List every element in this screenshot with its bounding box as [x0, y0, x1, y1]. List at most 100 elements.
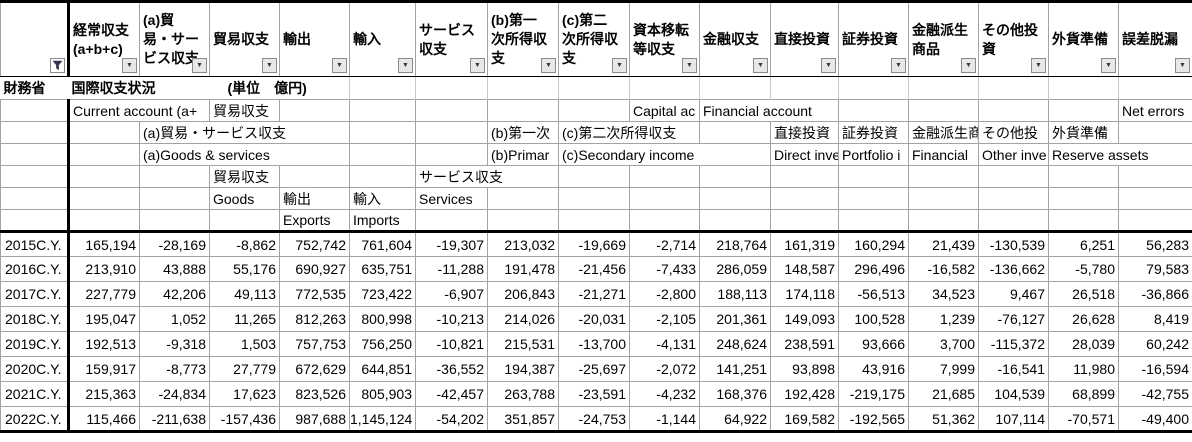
value-cell[interactable]: -19,307: [415, 230, 488, 257]
empty-cell[interactable]: [838, 99, 909, 122]
current-account-en-cell[interactable]: Current account (a+: [68, 99, 210, 122]
value-cell[interactable]: 188,113: [699, 281, 771, 307]
services-balance-header[interactable]: サービス 収支 ▼: [415, 0, 488, 77]
empty-cell[interactable]: [558, 209, 630, 233]
value-cell[interactable]: 635,751: [349, 256, 416, 282]
value-cell[interactable]: -56,513: [838, 281, 909, 307]
financial-derivatives-jp-cell[interactable]: 金融派生商: [908, 121, 979, 144]
empty-cell[interactable]: [487, 99, 559, 122]
year-cell[interactable]: 2019C.Y.: [0, 331, 70, 357]
value-cell[interactable]: -16,541: [978, 356, 1049, 382]
value-cell[interactable]: 215,531: [487, 331, 559, 357]
empty-cell[interactable]: [487, 76, 559, 100]
year-cell[interactable]: 2018C.Y.: [0, 306, 70, 332]
value-cell[interactable]: 213,910: [68, 256, 140, 282]
value-cell[interactable]: 60,242: [1118, 331, 1192, 357]
empty-cell[interactable]: [978, 165, 1049, 188]
value-cell[interactable]: -36,552: [415, 356, 488, 382]
empty-cell[interactable]: [908, 165, 979, 188]
direct-investment-en-cell[interactable]: Direct inve: [770, 143, 839, 166]
value-cell[interactable]: -24,753: [558, 406, 630, 433]
value-cell[interactable]: 26,518: [1048, 281, 1119, 307]
imports-jp-cell[interactable]: 輸入: [349, 187, 416, 210]
value-cell[interactable]: 51,362: [908, 406, 979, 433]
value-cell[interactable]: 1,503: [209, 331, 280, 357]
empty-cell[interactable]: [1048, 76, 1119, 100]
trade-balance-jp-cell[interactable]: 貿易収支: [209, 99, 280, 122]
value-cell[interactable]: -2,714: [629, 230, 700, 257]
empty-cell[interactable]: [770, 209, 839, 233]
filter-dropdown-button[interactable]: ▼: [1031, 58, 1046, 73]
year-cell[interactable]: 2022C.Y.: [0, 406, 70, 433]
value-cell[interactable]: 206,843: [487, 281, 559, 307]
value-cell[interactable]: -49,400: [1118, 406, 1192, 433]
value-cell[interactable]: -21,456: [558, 256, 630, 282]
value-cell[interactable]: 165,194: [68, 230, 140, 257]
value-cell[interactable]: 79,583: [1118, 256, 1192, 282]
value-cell[interactable]: 286,059: [699, 256, 771, 282]
value-cell[interactable]: 56,283: [1118, 230, 1192, 257]
year-cell[interactable]: 2017C.Y.: [0, 281, 70, 307]
value-cell[interactable]: 192,513: [68, 331, 140, 357]
empty-cell[interactable]: [699, 187, 771, 210]
value-cell[interactable]: -11,288: [415, 256, 488, 282]
value-cell[interactable]: 757,753: [279, 331, 350, 357]
value-cell[interactable]: 1,052: [139, 306, 210, 332]
reserve-assets-jp-cell[interactable]: 外貨準備: [1048, 121, 1119, 144]
other-investment-en-cell[interactable]: Other inve: [978, 143, 1049, 166]
filter-dropdown-button[interactable]: ▼: [961, 58, 976, 73]
empty-cell[interactable]: [415, 121, 488, 144]
value-cell[interactable]: -4,232: [629, 381, 700, 407]
empty-cell[interactable]: [1118, 165, 1192, 188]
value-cell[interactable]: 214,026: [487, 306, 559, 332]
empty-cell[interactable]: [0, 187, 70, 210]
empty-cell[interactable]: [699, 121, 771, 144]
year-cell[interactable]: 2020C.Y.: [0, 356, 70, 382]
value-cell[interactable]: 218,764: [699, 230, 771, 257]
value-cell[interactable]: 201,361: [699, 306, 771, 332]
value-cell[interactable]: 263,788: [487, 381, 559, 407]
secondary-income-header[interactable]: (c)第二 次所得収 支 ▼: [558, 0, 630, 77]
direct-investment-header[interactable]: 直接投資 ▼: [770, 0, 839, 77]
goods-services-en-cell[interactable]: (a)Goods & services: [139, 143, 350, 166]
value-cell[interactable]: 191,478: [487, 256, 559, 282]
value-cell[interactable]: -16,594: [1118, 356, 1192, 382]
trade-balance-header[interactable]: 貿易収支 ▼: [209, 0, 280, 77]
capital-account-en-cell[interactable]: Capital ac: [629, 99, 700, 122]
value-cell[interactable]: 149,093: [770, 306, 839, 332]
value-cell[interactable]: -16,582: [908, 256, 979, 282]
portfolio-investment-en-cell[interactable]: Portfolio i: [838, 143, 909, 166]
value-cell[interactable]: 42,206: [139, 281, 210, 307]
reserve-assets-en-cell[interactable]: Reserve assets: [1048, 143, 1192, 166]
value-cell[interactable]: 11,265: [209, 306, 280, 332]
empty-cell[interactable]: [68, 165, 140, 188]
filter-dropdown-button[interactable]: ▼: [753, 58, 768, 73]
value-cell[interactable]: 174,118: [770, 281, 839, 307]
value-cell[interactable]: -28,169: [139, 230, 210, 257]
primary-income-header[interactable]: (b)第一 次所得収 支 ▼: [487, 0, 559, 77]
value-cell[interactable]: 672,629: [279, 356, 350, 382]
value-cell[interactable]: 6,251: [1048, 230, 1119, 257]
sheet-title-cell[interactable]: 国際収支状況: [68, 76, 210, 100]
value-cell[interactable]: 169,582: [770, 406, 839, 433]
value-cell[interactable]: -19,669: [558, 230, 630, 257]
filter-dropdown-button[interactable]: ▼: [332, 58, 347, 73]
value-cell[interactable]: 761,604: [349, 230, 416, 257]
portfolio-investment-header[interactable]: 証券投資 ▼: [838, 0, 909, 77]
year-cell[interactable]: 2015C.Y.: [0, 230, 70, 257]
value-cell[interactable]: 756,250: [349, 331, 416, 357]
empty-cell[interactable]: [415, 76, 488, 100]
value-cell[interactable]: 93,898: [770, 356, 839, 382]
empty-cell[interactable]: [68, 121, 140, 144]
value-cell[interactable]: 194,387: [487, 356, 559, 382]
value-cell[interactable]: -13,700: [558, 331, 630, 357]
value-cell[interactable]: 159,917: [68, 356, 140, 382]
value-cell[interactable]: -54,202: [415, 406, 488, 433]
value-cell[interactable]: 107,114: [978, 406, 1049, 433]
value-cell[interactable]: 823,526: [279, 381, 350, 407]
value-cell[interactable]: 238,591: [770, 331, 839, 357]
empty-cell[interactable]: [1048, 165, 1119, 188]
value-cell[interactable]: -6,907: [415, 281, 488, 307]
services-balance-jp-cell[interactable]: サービス収支: [415, 165, 559, 188]
empty-cell[interactable]: [349, 143, 416, 166]
